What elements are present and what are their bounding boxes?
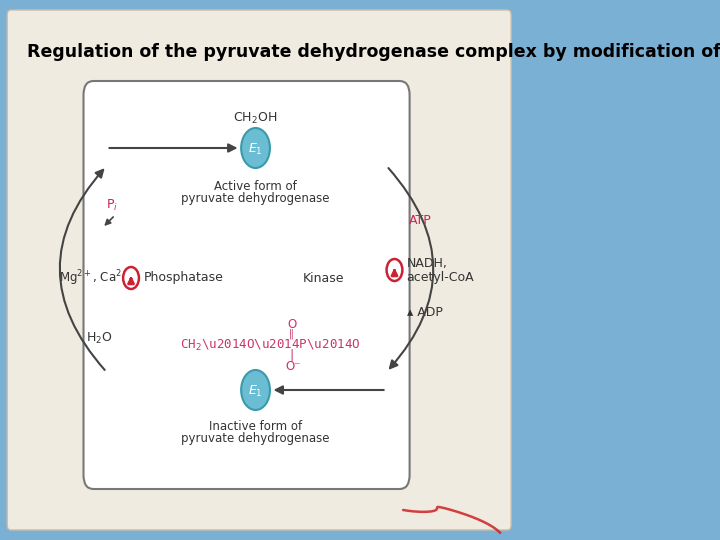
Text: P$_i$: P$_i$ (106, 198, 117, 213)
Text: acetyl-CoA: acetyl-CoA (407, 271, 474, 284)
FancyBboxPatch shape (7, 10, 511, 530)
Text: Kinase: Kinase (303, 272, 345, 285)
Text: CH$_2$OH: CH$_2$OH (233, 111, 278, 126)
Text: O: O (287, 319, 296, 332)
Text: $E_1$: $E_1$ (248, 141, 263, 157)
Text: ‖: ‖ (289, 329, 294, 339)
Text: Active form of: Active form of (214, 180, 297, 193)
Text: ▴ ADP: ▴ ADP (408, 306, 444, 319)
Circle shape (241, 128, 270, 168)
Circle shape (123, 267, 139, 289)
Text: Mg$^{2+}$, Ca$^{2+}$: Mg$^{2+}$, Ca$^{2+}$ (59, 268, 130, 288)
Text: CH$_2$\u2014O\u2014P\u2014O: CH$_2$\u2014O\u2014P\u2014O (180, 338, 360, 353)
Text: pyruvate dehydrogenase: pyruvate dehydrogenase (181, 432, 330, 445)
Text: Regulation of the pyruvate dehydrogenase complex by modification of E1.: Regulation of the pyruvate dehydrogenase… (27, 43, 720, 61)
Circle shape (387, 259, 402, 281)
Text: ATP: ATP (409, 213, 431, 226)
Text: Inactive form of: Inactive form of (209, 420, 302, 433)
Text: pyruvate dehydrogenase: pyruvate dehydrogenase (181, 192, 330, 205)
Text: Phosphatase: Phosphatase (143, 272, 223, 285)
Text: O⁻: O⁻ (285, 360, 301, 373)
Text: NADH,: NADH, (407, 256, 448, 269)
Text: $E_1$: $E_1$ (248, 383, 263, 399)
Text: |: | (289, 348, 294, 361)
Text: H$_2$O: H$_2$O (86, 330, 112, 346)
Circle shape (241, 370, 270, 410)
FancyBboxPatch shape (84, 81, 410, 489)
